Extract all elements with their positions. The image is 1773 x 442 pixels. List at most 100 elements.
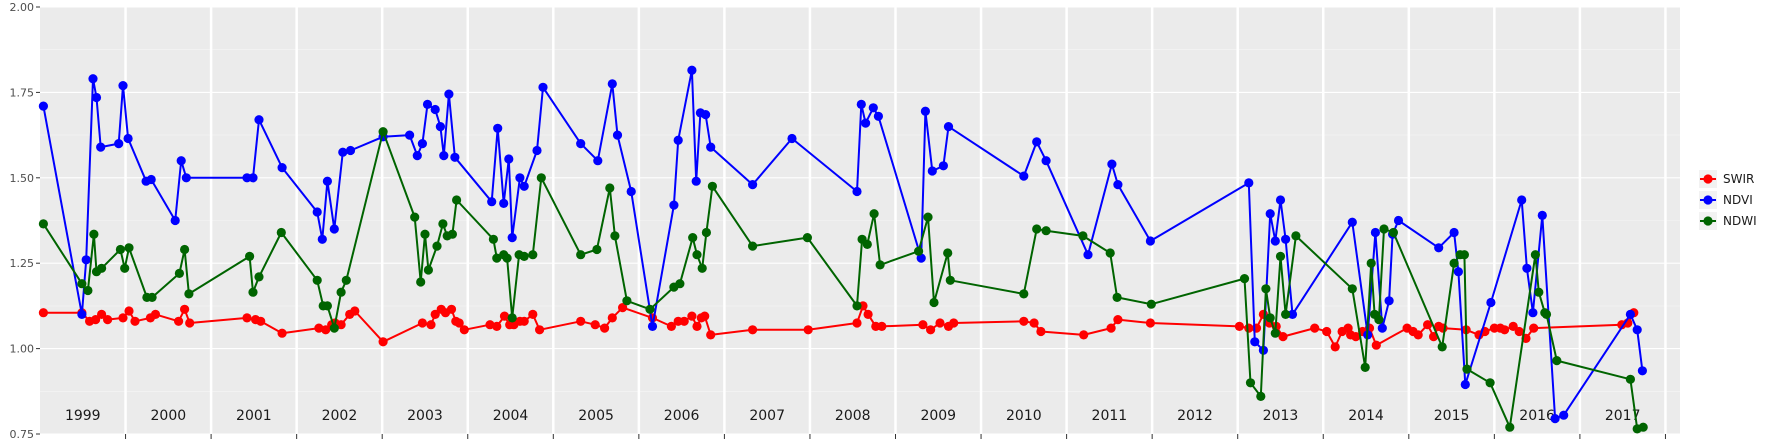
- ndwi-point: [701, 227, 712, 238]
- swir-point: [180, 304, 190, 314]
- swir-point: [926, 325, 936, 335]
- swir-point: [706, 330, 716, 340]
- ndwi-point: [492, 253, 502, 263]
- swir-point: [1423, 320, 1433, 330]
- ndvi-point: [873, 111, 884, 121]
- ndwi-point: [1541, 309, 1552, 319]
- ndvi-point: [91, 92, 102, 103]
- y-tick-label: 1.00: [10, 343, 35, 356]
- ndvi-point: [338, 147, 348, 157]
- swir-point: [118, 313, 128, 323]
- ndwi-point: [1239, 274, 1250, 284]
- ndvi-point: [422, 99, 433, 109]
- ndwi-point: [38, 219, 49, 229]
- ndvi-point: [487, 197, 497, 207]
- legend-label: NDVI: [1723, 193, 1753, 207]
- ndwi-point: [645, 304, 655, 314]
- ndwi-point: [748, 241, 758, 251]
- swir-point: [103, 315, 113, 325]
- ndwi-point: [1291, 231, 1301, 241]
- series-ndvi: [38, 65, 1647, 424]
- ndwi-point: [254, 272, 264, 282]
- year-label: 2013: [1263, 408, 1299, 424]
- swir-point: [150, 309, 161, 319]
- ndwi-point: [1449, 258, 1459, 268]
- ndwi-point: [1112, 292, 1122, 302]
- ndwi-point: [423, 265, 433, 275]
- swir-point: [459, 325, 469, 335]
- ndwi-point: [329, 323, 339, 333]
- swir-point: [1371, 340, 1381, 350]
- ndvi-point: [146, 174, 156, 185]
- swir-point: [174, 316, 184, 326]
- ndvi-point: [1537, 210, 1547, 220]
- ndwi-point: [507, 313, 517, 323]
- ndwi-point: [410, 212, 420, 222]
- year-label: 2005: [578, 408, 614, 424]
- ndwi-point: [184, 289, 194, 299]
- ndwi-point: [245, 251, 255, 261]
- ndvi-point: [856, 99, 866, 109]
- ndwi-point: [312, 275, 322, 285]
- year-label: 2016: [1519, 408, 1555, 424]
- swir-point: [1278, 332, 1288, 342]
- ndvi-point: [852, 186, 862, 197]
- ndwi-point: [147, 292, 157, 302]
- ndvi-point: [1377, 323, 1387, 333]
- ndvi-point: [1032, 137, 1042, 147]
- year-label: 2015: [1434, 408, 1470, 424]
- ndwi-point: [447, 229, 457, 239]
- ndvi-point: [1347, 217, 1357, 227]
- ndwi-point: [528, 250, 538, 260]
- legend-item-swir: SWIR: [1699, 170, 1754, 188]
- ndvi-point: [88, 74, 98, 84]
- ndvi-point: [701, 110, 711, 120]
- ndwi-point: [276, 227, 286, 238]
- ndwi-point: [923, 212, 933, 222]
- ndvi-point: [1486, 297, 1496, 308]
- swir-point: [1529, 323, 1539, 333]
- year-label: 2002: [322, 408, 358, 424]
- ndwi-point: [1462, 364, 1472, 374]
- ndwi-point: [519, 251, 529, 261]
- ndvi-point: [430, 104, 440, 115]
- ndwi-point: [592, 244, 602, 255]
- ndvi-line: [42, 69, 1644, 420]
- ndwi-point: [124, 243, 134, 253]
- swir-point: [852, 318, 862, 328]
- year-label: 2011: [1092, 408, 1128, 424]
- ndvi-point: [1270, 236, 1280, 246]
- swir-point: [185, 318, 195, 328]
- year-label: 2008: [835, 408, 871, 424]
- ndvi-point: [1522, 263, 1532, 273]
- ndwi-point: [875, 260, 885, 270]
- ndvi-point: [1244, 178, 1254, 188]
- ndvi-point: [673, 135, 683, 145]
- ndwi-point: [89, 229, 99, 239]
- ndvi-point: [1434, 243, 1444, 253]
- ndvi-point: [1453, 267, 1463, 277]
- ndvi-point: [1107, 159, 1117, 169]
- ndvi-point: [254, 115, 264, 125]
- ndvi-point: [499, 198, 509, 208]
- swir-point: [576, 316, 586, 326]
- ndwi-point: [341, 275, 351, 285]
- swir-point: [535, 325, 545, 335]
- ndvi-point: [1113, 180, 1123, 190]
- ndwi-point: [502, 253, 512, 263]
- swir-point: [803, 325, 813, 335]
- swir-point: [430, 309, 440, 319]
- ndvi-point: [532, 145, 542, 156]
- ndwi-point: [1360, 362, 1370, 372]
- ndvi-point: [938, 161, 949, 171]
- ndwi-point: [802, 233, 813, 243]
- ndvi-point: [1517, 195, 1527, 205]
- legend-key-point: [1703, 195, 1713, 205]
- swir-point: [38, 308, 49, 318]
- swir-point: [91, 315, 101, 325]
- ndwi-point: [605, 183, 615, 193]
- ndwi-point: [1366, 258, 1376, 268]
- ndwi-point: [322, 301, 332, 311]
- swir-point: [1413, 330, 1423, 340]
- year-label: 2001: [236, 408, 272, 424]
